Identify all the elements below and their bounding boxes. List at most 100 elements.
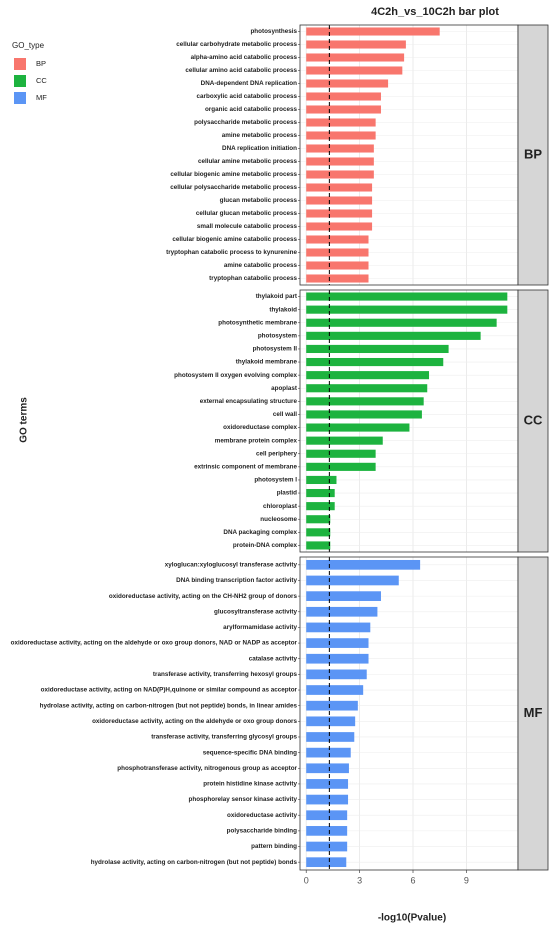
category-label: sequence-specific DNA binding [203,749,297,756]
category-label: cellular glucan metabolic process [196,210,298,217]
bar [306,732,355,742]
bar [306,841,348,852]
legend-label: BP [36,59,46,68]
bar [306,144,374,153]
bar [306,763,349,774]
category-label: chloroplast [263,503,298,510]
category-label: alpha-amino acid catabolic process [191,54,298,61]
category-label: cellular carbohydrate metabolic process [176,41,297,48]
category-label: glucan metabolic process [220,197,298,204]
category-label: protein histidine kinase activity [203,781,297,788]
category-label: oxidoreductase complex [223,424,297,431]
category-label: protein-DNA complex [233,542,298,549]
bar [306,541,331,550]
bar [306,528,331,537]
category-label: transferase activity, transferring glyco… [151,734,297,741]
category-label: photosystem [258,333,298,340]
category-label: amine metabolic process [222,132,298,139]
bar [306,27,440,36]
category-label: carboxylic acid catabolic process [197,93,298,100]
legend-label: CC [36,76,47,85]
bar [306,436,383,445]
category-label: plastid [277,490,297,497]
bar [306,384,428,393]
bar [306,261,369,270]
category-label: cell periphery [256,450,297,457]
bar [306,747,351,758]
category-label: arylformamidase activity [223,624,297,631]
bar [306,410,422,419]
category-label: transferase activity, transferring hexos… [153,671,298,678]
category-label: organic acid catabolic process [205,106,298,113]
bar [306,606,378,617]
category-label: cellular amino acid catabolic process [185,67,297,74]
bar [306,794,349,805]
bar [306,222,373,231]
category-label: cellular polysaccharide metabolic proces… [170,184,297,191]
bar [306,79,389,88]
bar [306,371,430,380]
category-label: DNA binding transcription factor activit… [176,577,297,584]
strip-label: BP [524,146,542,161]
bar [306,209,373,218]
bar [306,638,369,648]
strip [517,556,549,871]
chart-title: 4C2h_vs_10C2h bar plot [371,6,499,18]
bar [306,292,508,301]
strip-label: CC [524,412,543,427]
panel-background [300,25,518,285]
y-axis-label: GO terms [19,397,30,443]
strip [517,24,549,286]
category-label: tryptophan catabolic process to kynureni… [166,249,297,256]
bar [306,118,376,127]
category-label: polysaccharide binding [227,828,297,835]
category-label: oxidoreductase activity, acting on the a… [92,718,297,725]
legend-title: GO_type [12,41,45,50]
category-label: phosphotransferase activity, nitrogenous… [117,765,297,772]
bar [306,669,367,680]
category-label: thylakoid membrane [236,359,298,366]
bar [306,183,373,192]
bar [306,170,374,179]
category-label: DNA packaging complex [223,529,297,536]
category-label: xyloglucan:xyloglucosyl transferase acti… [165,561,298,568]
bar [306,357,444,367]
bar [306,92,381,101]
x-tick-label: 0 [304,875,309,885]
category-label: cell wall [273,411,297,418]
bar [306,318,497,327]
category-label: photosystem I [254,477,297,484]
x-tick-label: 9 [464,875,469,885]
bar [306,131,376,140]
bar [306,66,403,75]
bar [306,515,331,524]
legend-key [14,58,26,70]
x-tick-label: 3 [357,875,362,885]
category-label: DNA-dependent DNA replication [201,80,297,87]
category-label: extrinsic component of membrane [194,464,297,471]
category-label: phosphorelay sensor kinase activity [189,796,298,803]
bar [306,397,424,406]
bar [306,235,369,244]
category-label: catalase activity [249,655,298,662]
bar [306,105,381,114]
category-label: nucleosome [260,516,297,523]
bar [306,575,399,586]
category-label: pattern binding [251,843,297,850]
category-label: hydrolase activity, acting on carbon-nit… [91,859,298,866]
bar [306,475,337,485]
bar [306,274,369,283]
bar [306,716,356,727]
bar [306,591,381,601]
category-label: oxidoreductase activity [227,812,297,819]
legend-key [14,75,26,87]
bar [306,331,481,340]
category-label: small molecule catabolic process [197,223,298,230]
category-label: polysaccharide metabolic process [194,119,297,126]
bar [306,810,348,821]
category-label: thylakoid [269,306,297,313]
x-axis-label: -log10(Pvalue) [378,913,446,924]
bar [306,423,410,432]
category-label: photosynthetic membrane [218,319,297,326]
x-tick-label: 6 [410,875,415,885]
